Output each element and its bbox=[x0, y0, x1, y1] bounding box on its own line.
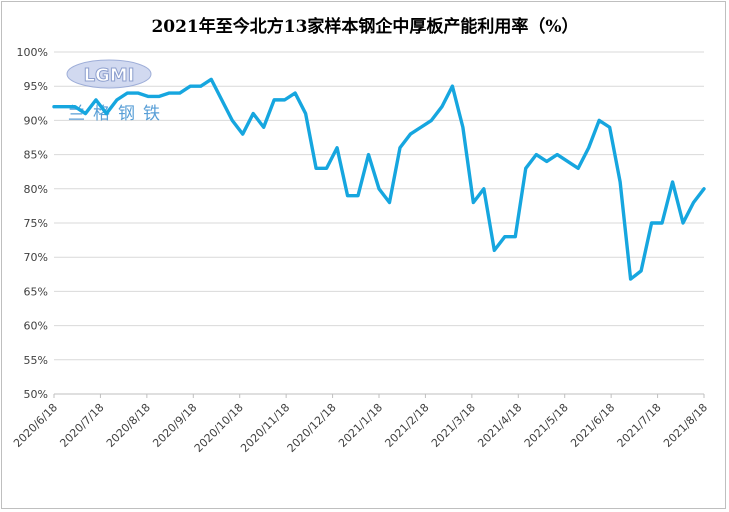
y-tick-label: 85% bbox=[24, 149, 48, 162]
y-tick-label: 55% bbox=[24, 354, 48, 367]
x-tick-label: 2020/11/18 bbox=[238, 401, 292, 455]
x-tick-label: 2020/9/18 bbox=[150, 401, 199, 450]
series-layer bbox=[52, 77, 706, 281]
y-axis-ticks: 50% 55% 60% 65% 70% 75% 80% 85% 90% 95% 100% bbox=[17, 46, 48, 401]
x-tick-label: 2020/7/18 bbox=[57, 401, 106, 450]
x-tick-label: 2021/2/18 bbox=[382, 401, 431, 450]
series-line bbox=[52, 77, 706, 281]
y-tick-label: 90% bbox=[24, 114, 48, 127]
watermark-logo: LGMI 兰格钢铁 bbox=[66, 59, 168, 124]
watermark-name: 兰格钢铁 bbox=[68, 104, 168, 124]
x-tick-label: 2021/6/18 bbox=[568, 401, 617, 450]
y-tick-label: 100% bbox=[17, 46, 48, 59]
x-tick-label: 2020/6/18 bbox=[11, 401, 60, 450]
y-tick-label: 70% bbox=[24, 251, 48, 264]
y-tick-label: 95% bbox=[24, 80, 48, 93]
y-tick-label: 60% bbox=[24, 320, 48, 333]
y-tick-label: 80% bbox=[24, 183, 48, 196]
x-axis-ticks: 2020/6/182020/7/182020/8/182020/9/182020… bbox=[11, 394, 710, 455]
x-tick-label: 2021/3/18 bbox=[429, 401, 478, 450]
x-tick-label: 2021/7/18 bbox=[615, 401, 664, 450]
gridlines bbox=[54, 51, 704, 395]
x-tick-label: 2020/12/18 bbox=[285, 401, 339, 455]
watermark-ellipse bbox=[66, 59, 152, 89]
x-tick-label: 2021/4/18 bbox=[475, 401, 524, 450]
x-tick-label: 2021/5/18 bbox=[522, 401, 571, 450]
y-tick-label: 65% bbox=[24, 285, 48, 298]
y-tick-label: 50% bbox=[24, 388, 48, 401]
x-tick-label: 2020/10/18 bbox=[192, 401, 246, 455]
chart-title: 2021年至今北方13家样本钢企中厚板产能利用率（%） bbox=[151, 16, 578, 37]
x-tick-label: 2021/8/18 bbox=[661, 401, 710, 450]
x-tick-label: 2021/1/18 bbox=[336, 401, 385, 450]
x-tick-label: 2020/8/18 bbox=[104, 401, 153, 450]
y-tick-label: 75% bbox=[24, 217, 48, 230]
watermark-logo-text: LGMI bbox=[84, 65, 135, 86]
